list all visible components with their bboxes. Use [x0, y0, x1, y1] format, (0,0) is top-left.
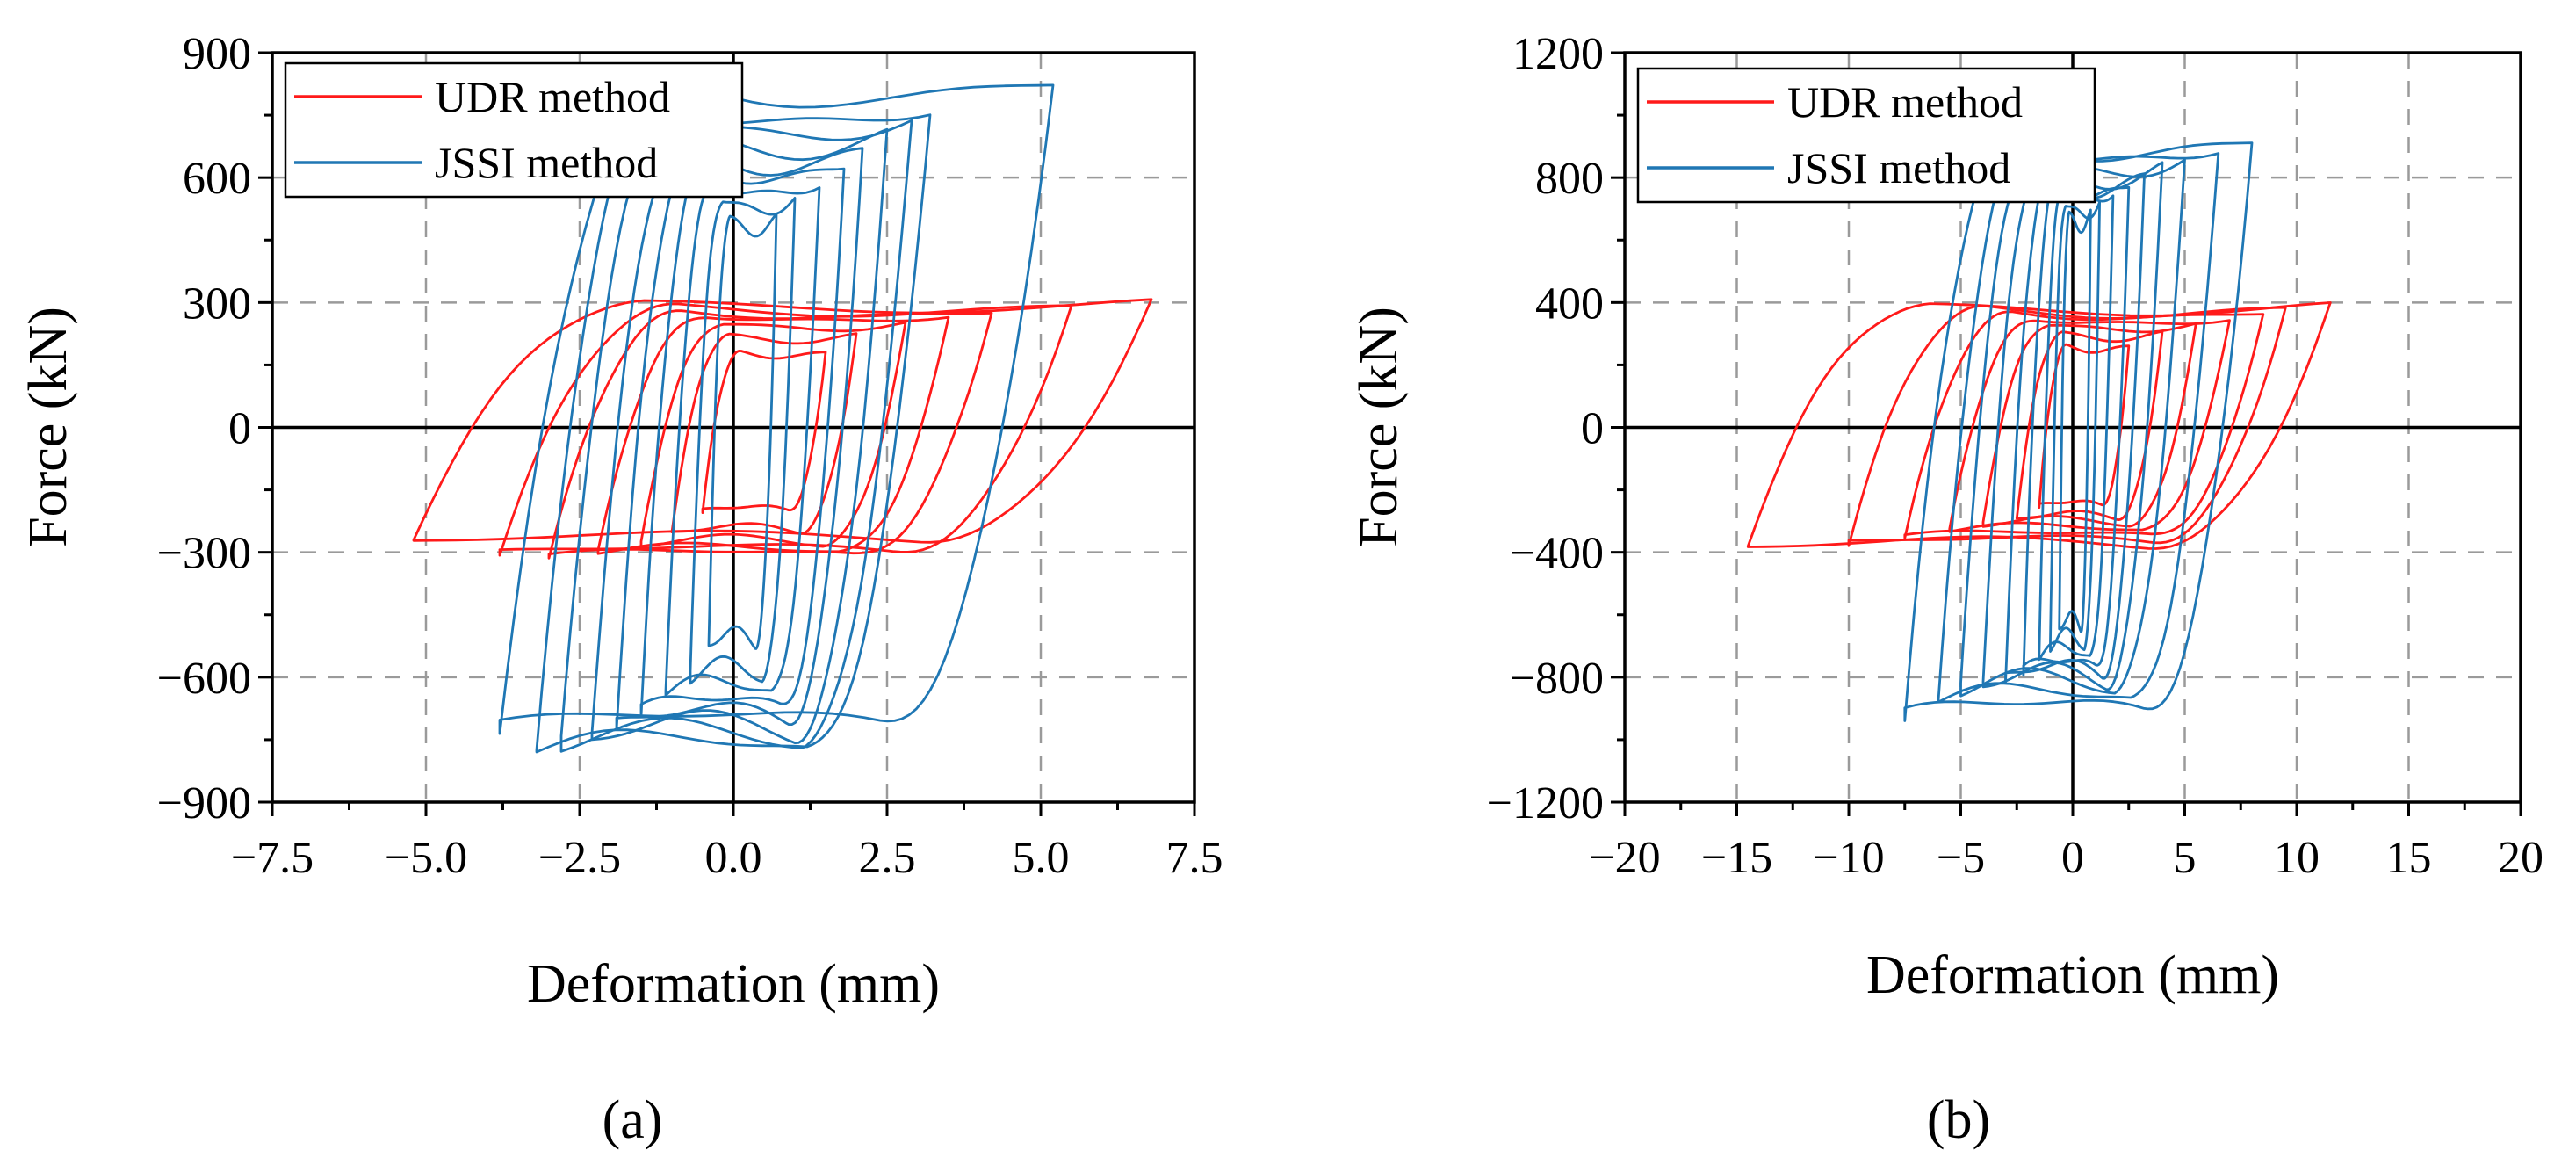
y-tick-label-b: −1200 — [1487, 778, 1604, 828]
udr-curves-a — [412, 298, 1153, 560]
udr-loop-b — [1981, 322, 2197, 528]
jssi-loop-a — [689, 197, 797, 685]
jssi-loop-b — [2049, 200, 2101, 653]
y-tick-labels-a: −900 −600 −300 0 300 600 900 — [157, 29, 251, 828]
udr-loop-b — [1746, 301, 2332, 550]
x-tick-label-b: −15 — [1701, 833, 1772, 883]
x-tick-label-b: 10 — [2274, 833, 2320, 883]
legend-label-udr-b: UDR method — [1787, 77, 2023, 127]
legend-label-jssi-b: JSSI method — [1787, 143, 2010, 192]
x-tick-label-b: 5 — [2174, 833, 2197, 883]
udr-loop-a — [639, 321, 907, 548]
x-tick-label-a: 2.5 — [859, 833, 916, 883]
ticks-a — [258, 51, 1196, 816]
legend-box-b — [1636, 67, 2096, 204]
udr-curves-b — [1746, 301, 2332, 550]
udr-loop-a — [701, 350, 827, 514]
udr-loop-a — [596, 315, 950, 555]
x-tick-label-a: 5.0 — [1013, 833, 1070, 883]
x-tick-label-b: 15 — [2386, 833, 2432, 883]
x-tick-label-b: −5 — [1937, 833, 1985, 883]
jssi-loop-b — [2004, 170, 2146, 684]
y-axis-title-a: Force (kN) — [18, 307, 78, 547]
x-tick-label-b: 20 — [2498, 833, 2544, 883]
panel-label-b: (b) — [1927, 1090, 1990, 1150]
y-tick-label-a: −600 — [157, 654, 251, 704]
ticks-b — [1611, 51, 2522, 816]
x-tick-label-a: −7.5 — [231, 833, 314, 883]
x-tick-label-a: 7.5 — [1166, 833, 1223, 883]
jssi-loop-b — [2058, 208, 2092, 633]
chart-panel-b: −20 −15 −10 −5 0 5 10 15 20 −1200 −800 −400 0 400 800… — [1349, 29, 2544, 1150]
legend-box-a — [284, 61, 744, 199]
x-tick-label-a: −2.5 — [538, 833, 621, 883]
jssi-loop-b — [1981, 161, 2164, 691]
udr-loop-a — [547, 309, 993, 560]
y-tick-label-a: −900 — [157, 778, 251, 828]
legend-a: UDR method JSSI method — [284, 61, 744, 199]
udr-loop-b — [1847, 305, 2287, 547]
udr-loop-a — [670, 332, 858, 535]
x-tick-labels-b: −20 −15 −10 −5 0 5 10 15 20 — [1589, 833, 2544, 883]
y-tick-label-b: 1200 — [1512, 29, 1604, 79]
jssi-loop-a — [664, 185, 821, 697]
x-tick-label-b: −20 — [1589, 833, 1660, 883]
jssi-loop-b — [1959, 158, 2186, 698]
x-tick-labels-a: −7.5 −5.0 −2.5 0.0 2.5 5.0 7.5 — [231, 833, 1223, 883]
legend-label-jssi-a: JSSI method — [435, 138, 658, 187]
chart-panel-a: −7.5 −5.0 −2.5 0.0 2.5 5.0 7.5 −900 −600 −300 0 30… — [18, 29, 1223, 1150]
x-axis-title-b: Deformation (mm) — [1866, 945, 2279, 1005]
jssi-loop-b — [2022, 180, 2131, 677]
legend-b: UDR method JSSI method — [1636, 67, 2096, 204]
jssi-loop-a — [615, 144, 864, 731]
y-tick-label-a: −300 — [157, 529, 251, 579]
panel-label-a: (a) — [603, 1090, 663, 1150]
y-tick-label-b: −400 — [1510, 529, 1604, 579]
y-tick-label-b: 0 — [1581, 404, 1604, 454]
y-axis-title-b: Force (kN) — [1349, 307, 1409, 547]
y-tick-label-a: 300 — [183, 279, 251, 329]
y-tick-label-a: 0 — [228, 404, 251, 454]
x-tick-label-b: −10 — [1813, 833, 1884, 883]
y-tick-label-b: 400 — [1535, 279, 1604, 329]
x-axis-title-a: Deformation (mm) — [527, 954, 940, 1014]
x-tick-label-b: 0 — [2061, 833, 2084, 883]
jssi-loop-a — [707, 213, 778, 650]
udr-loop-a — [498, 302, 1073, 557]
y-tick-label-a: 900 — [183, 29, 251, 79]
udr-loop-b — [2038, 343, 2131, 509]
jssi-loop-a — [639, 162, 846, 718]
y-tick-label-b: −800 — [1510, 654, 1604, 704]
jssi-curves-b — [1903, 135, 2254, 722]
legend-label-udr-a: UDR method — [435, 72, 670, 121]
x-tick-label-a: 0.0 — [705, 833, 762, 883]
y-tick-label-b: 800 — [1535, 154, 1604, 204]
y-tick-label-a: 600 — [183, 154, 251, 204]
y-tick-labels-b: −1200 −800 −400 0 400 800 1200 — [1487, 29, 1604, 828]
udr-loop-a — [412, 298, 1153, 544]
jssi-loop-b — [2038, 193, 2115, 662]
x-tick-label-a: −5.0 — [385, 833, 467, 883]
udr-loop-b — [1948, 319, 2231, 533]
